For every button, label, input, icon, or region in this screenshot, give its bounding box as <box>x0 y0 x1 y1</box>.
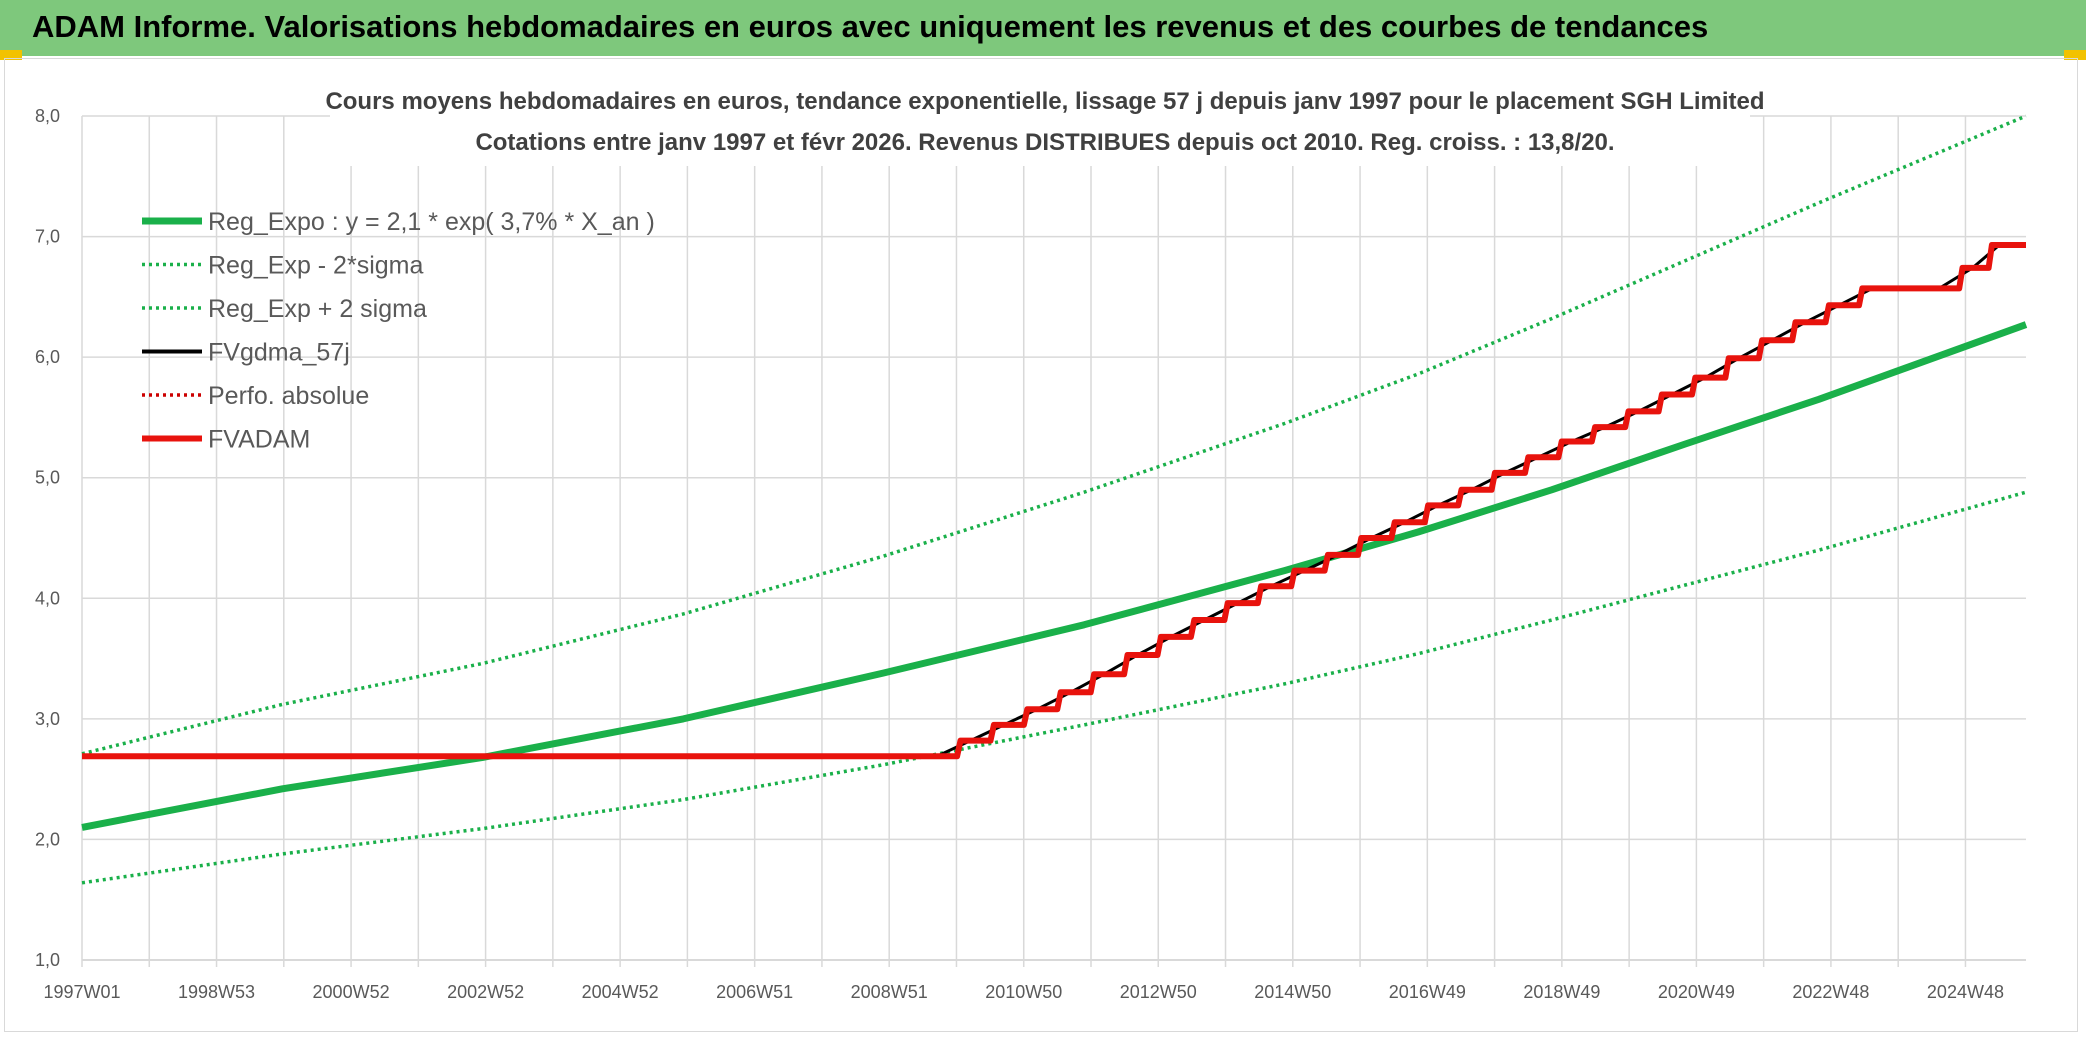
y-tick-label: 6,0 <box>35 347 60 367</box>
y-tick-label: 4,0 <box>35 588 60 608</box>
chart-title-line-2: Cotations entre janv 1997 et févr 2026. … <box>475 129 1614 156</box>
legend-label-5: FVADAM <box>208 426 310 454</box>
series-line-5 <box>82 242 2026 760</box>
y-tick-label: 5,0 <box>35 468 60 488</box>
legend-label-3: FVgdma_57j <box>208 339 350 367</box>
series-line-0 <box>81 321 2028 831</box>
x-tick-label: 2024W48 <box>1927 982 2004 1002</box>
x-tick-label: 2002W52 <box>447 982 524 1002</box>
y-tick-label: 1,0 <box>35 950 60 970</box>
y-tick-label: 3,0 <box>35 709 60 729</box>
legend-label-4: Perfo. absolue <box>208 382 369 410</box>
y-tick-label: 8,0 <box>35 106 60 126</box>
series-line-1 <box>81 490 2027 885</box>
x-tick-label: 2012W50 <box>1120 982 1197 1002</box>
legend-label-1: Reg_Exp - 2*sigma <box>208 252 423 280</box>
corner-marker-left <box>0 50 22 60</box>
x-tick-label: 1997W01 <box>43 982 120 1002</box>
x-tick-label: 2000W52 <box>313 982 390 1002</box>
x-tick-label: 2018W49 <box>1523 982 1600 1002</box>
axis-layer: 1,0 2,0 3,0 4,0 5,0 6,0 7,0 8,0 1997W01 1998W53 20… <box>35 106 2026 1002</box>
legend-label-0: Reg_Expo : y = 2,1 * exp( 3,7% * X_an ) <box>208 208 655 236</box>
x-tick-label: 2006W51 <box>716 982 793 1002</box>
header-bar: ADAM Informe. Valorisations hebdomadaire… <box>0 0 2086 56</box>
x-tick-label: 2020W49 <box>1658 982 1735 1002</box>
grid-layer <box>81 115 2026 961</box>
chart-frame <box>4 58 2078 1032</box>
x-tick-label: 1998W53 <box>178 982 255 1002</box>
x-tick-label: 2010W50 <box>985 982 1062 1002</box>
x-tick-label: 2008W51 <box>851 982 928 1002</box>
legend: Reg_Expo : y = 2,1 * exp( 3,7% * X_an ) R… <box>142 208 655 454</box>
series-line-2 <box>81 114 2027 756</box>
corner-marker-right <box>2064 50 2086 60</box>
header-title: ADAM Informe. Valorisations hebdomadaire… <box>32 9 1709 44</box>
x-tick-label: 2022W48 <box>1792 982 1869 1002</box>
legend-label-2: Reg_Exp + 2 sigma <box>208 295 427 323</box>
x-tick-label: 2016W49 <box>1389 982 1466 1002</box>
y-tick-label: 7,0 <box>35 227 60 247</box>
chart-title-bg <box>330 78 1750 166</box>
y-tick-label: 2,0 <box>35 829 60 849</box>
series-layer <box>81 114 2028 885</box>
x-tick-label: 2014W50 <box>1254 982 1331 1002</box>
chart-title-line-1: Cours moyens hebdomadaires en euros, ten… <box>325 88 1764 115</box>
series-line-3 <box>82 243 2026 758</box>
x-tick-label: 2004W52 <box>582 982 659 1002</box>
